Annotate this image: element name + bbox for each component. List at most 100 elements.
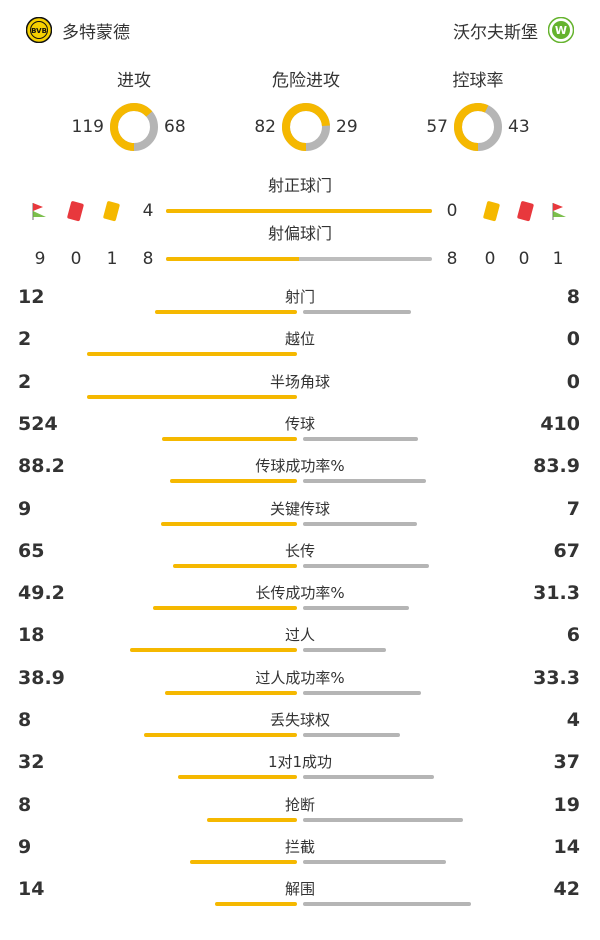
yellow-card-icon bbox=[103, 201, 120, 222]
stat-label: 射门 bbox=[284, 288, 315, 306]
stat-label: 越位 bbox=[284, 330, 315, 349]
stat-away-bar bbox=[303, 563, 430, 568]
stat-home-value: 49.2 bbox=[18, 582, 65, 605]
donut-chart bbox=[454, 103, 502, 151]
stat-row: 38.9 过人成功率% 33.3 bbox=[0, 661, 600, 703]
stat-away-value: 19 bbox=[553, 793, 580, 816]
stat-home-bar bbox=[153, 606, 297, 611]
stat-row: 524 传球 410 bbox=[0, 407, 600, 449]
away-team-logo-icon: W bbox=[548, 17, 574, 43]
home-yellow-cards-count: 1 bbox=[106, 249, 118, 269]
shots-on-bar bbox=[166, 209, 432, 213]
donut-home-segment bbox=[454, 103, 502, 151]
stat-label: 传球成功率% bbox=[255, 457, 345, 476]
stat-home-value: 88.2 bbox=[18, 455, 65, 478]
stat-home-bar bbox=[129, 648, 297, 653]
yellow-card-icon bbox=[483, 201, 500, 222]
shots-off-label: 射偏球门 bbox=[267, 224, 332, 243]
stat-home-value: 32 bbox=[18, 751, 45, 774]
stat-away-bar bbox=[303, 648, 386, 653]
stat-home-value: 2 bbox=[18, 370, 32, 393]
stat-away-value: 14 bbox=[553, 835, 580, 858]
donut-stats: 进攻 119 68 危险进攻 82 29 控球率 57 43 bbox=[0, 66, 600, 166]
stat-label: 解围 bbox=[284, 880, 315, 899]
home-team[interactable]: BVB 多特蒙德 bbox=[26, 17, 130, 43]
stat-away-value: 42 bbox=[553, 878, 580, 901]
away-corners-count: 1 bbox=[552, 249, 564, 269]
stat-home-value: 2 bbox=[18, 328, 32, 351]
donut-title: 控球率 bbox=[452, 71, 504, 91]
stat-away-value: 7 bbox=[566, 497, 580, 520]
shots-off-bar bbox=[166, 257, 432, 261]
stat-home-bar bbox=[143, 733, 297, 737]
stat-home-bar bbox=[173, 563, 297, 568]
stat-home-value: 524 bbox=[18, 412, 58, 435]
stat-row: 49.2 长传成功率% 31.3 bbox=[0, 576, 600, 618]
stat-label: 长传 bbox=[284, 541, 315, 560]
away-red-cards-count: 0 bbox=[518, 249, 530, 269]
away-team[interactable]: 沃尔夫斯堡 W bbox=[453, 17, 574, 43]
donut-possession: 控球率 57 43 bbox=[388, 66, 568, 166]
stat-label: 半场角球 bbox=[269, 372, 330, 391]
svg-text:BVB: BVB bbox=[31, 27, 47, 35]
stat-home-value: 18 bbox=[18, 624, 45, 647]
stat-away-value: 83.9 bbox=[533, 455, 580, 478]
stat-home-bar bbox=[87, 394, 297, 399]
stat-away-bar bbox=[303, 690, 422, 695]
stat-row: 2 越位 0 bbox=[0, 322, 600, 364]
stat-away-bar bbox=[303, 859, 447, 864]
stat-home-value: 8 bbox=[18, 709, 32, 731]
stat-away-bar bbox=[303, 902, 471, 907]
donut-dangerous-attack: 危险进攻 82 29 bbox=[216, 66, 396, 166]
stat-away-value: 33.3 bbox=[533, 666, 580, 689]
donut-home-value: 82 bbox=[254, 117, 276, 137]
home-red-cards-count: 0 bbox=[70, 249, 82, 269]
stat-label: 抢断 bbox=[284, 795, 315, 814]
stat-home-bar bbox=[161, 521, 297, 526]
stat-label: 传球 bbox=[284, 414, 315, 433]
stat-home-bar bbox=[161, 436, 297, 441]
stat-home-bar bbox=[214, 902, 297, 907]
stat-row: 18 过人 6 bbox=[0, 618, 600, 660]
stat-away-value: 410 bbox=[540, 412, 580, 435]
home-corners-count: 9 bbox=[34, 249, 46, 269]
donut-attack: 进攻 119 68 bbox=[44, 66, 224, 166]
stat-row: 32 1对1成功 37 bbox=[0, 745, 600, 787]
svg-text:W: W bbox=[555, 24, 567, 37]
stat-away-value: 6 bbox=[566, 624, 580, 647]
stat-away-bar bbox=[303, 817, 463, 822]
shots-off-row: 9 0 1 8 8 0 0 1 bbox=[0, 248, 600, 270]
stat-home-value: 65 bbox=[18, 539, 45, 562]
stat-label: 长传成功率% bbox=[255, 584, 345, 603]
stat-label: 1对1成功 bbox=[267, 753, 333, 772]
stat-home-bar bbox=[155, 310, 297, 314]
red-card-icon bbox=[517, 201, 534, 222]
stat-away-value: 8 bbox=[566, 286, 580, 308]
shots-off-away-value: 8 bbox=[446, 249, 458, 269]
stat-row: 65 长传 67 bbox=[0, 534, 600, 576]
stat-away-bar bbox=[303, 775, 435, 780]
shots-off-bar-fill bbox=[166, 257, 299, 261]
stat-label: 过人 bbox=[284, 626, 315, 645]
match-header: BVB 多特蒙德 沃尔夫斯堡 W bbox=[26, 14, 574, 46]
shots-on-row: 4 0 bbox=[0, 200, 600, 222]
stat-away-value: 0 bbox=[566, 370, 580, 393]
stat-label: 丢失球权 bbox=[269, 711, 330, 729]
shots-on-target: 射正球门 4 0 bbox=[0, 172, 600, 228]
stat-row: 2 半场角球 0 bbox=[0, 365, 600, 407]
stat-row: 14 解围 42 bbox=[0, 872, 600, 914]
stat-away-value: 37 bbox=[553, 751, 580, 774]
stat-away-value: 4 bbox=[566, 709, 580, 731]
stat-away-bar bbox=[303, 479, 426, 484]
stat-row: 12 射门 8 bbox=[0, 280, 600, 322]
stat-home-value: 9 bbox=[18, 835, 32, 858]
away-team-name: 沃尔夫斯堡 bbox=[453, 22, 538, 43]
stat-away-bar bbox=[303, 436, 418, 441]
stat-away-value: 31.3 bbox=[533, 582, 580, 605]
stat-away-value: 67 bbox=[553, 539, 580, 562]
stat-away-bar bbox=[303, 733, 400, 737]
stat-home-value: 14 bbox=[18, 878, 45, 901]
donut-chart bbox=[282, 103, 330, 151]
donut-title: 进攻 bbox=[117, 71, 151, 91]
stat-row: 9 关键传球 7 bbox=[0, 492, 600, 534]
